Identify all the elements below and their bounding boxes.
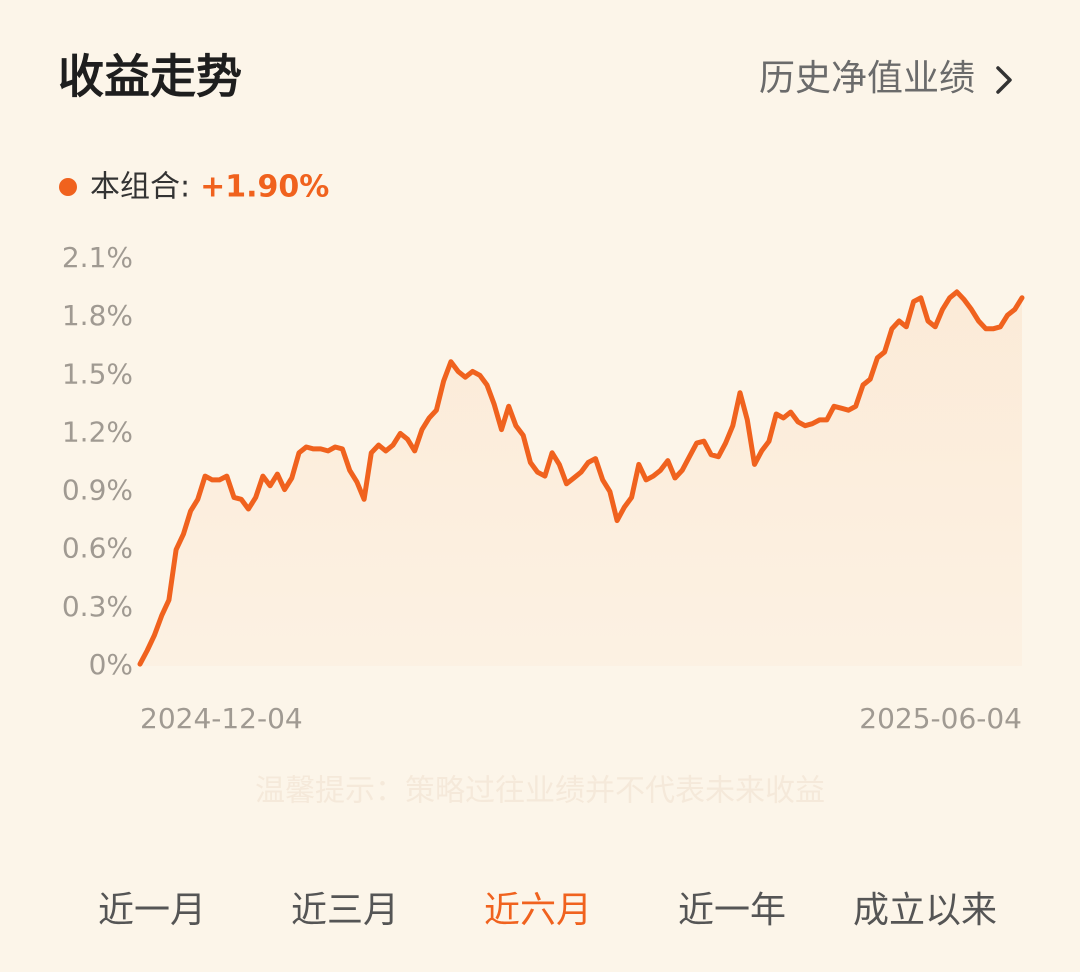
disclaimer: 温馨提示：策略过往业绩并不代表未来收益 (255, 774, 825, 809)
legend-value: +1.90% (200, 170, 329, 205)
x-tick-label: 2025-06-04 (859, 702, 1022, 735)
history-link-text[interactable]: 历史净值业绩 (759, 58, 975, 99)
period-tab[interactable]: 近一年 (678, 890, 786, 931)
y-tick-label: 0.3% (62, 590, 133, 623)
y-tick-label: 1.5% (62, 357, 133, 390)
period-tab[interactable]: 近六月 (484, 890, 592, 931)
period-tab[interactable]: 近三月 (291, 890, 399, 931)
period-tabs: 近一月 近三月 近六月 近一年 成立以来 (98, 890, 997, 931)
y-tick-label: 1.8% (62, 299, 133, 332)
chevron-icon[interactable] (996, 66, 1012, 94)
period-tab[interactable]: 成立以来 (853, 890, 997, 931)
y-tick-label: 1.2% (62, 415, 133, 448)
y-tick-label: 0.6% (62, 532, 133, 565)
line (137, 289, 1025, 667)
section-title: 收益走势 (58, 50, 242, 104)
area (140, 291, 1022, 666)
y-tick-label: 0% (89, 648, 133, 681)
y-tick-label: 2.1% (62, 241, 133, 274)
x-tick-label: 2024-12-04 (140, 702, 303, 735)
y-tick-label: 0.9% (62, 474, 133, 507)
legend-label: 本组合: (90, 170, 190, 205)
period-tab[interactable]: 近一月 (98, 890, 206, 931)
chart: 本组合: +1.90% 0% 0.3% 0.6% 0.9% 1.2% 1.5% 1.8% 2.1%… (59, 170, 1025, 735)
history-link[interactable]: 历史净值业绩 (759, 58, 1012, 99)
legend-dot (59, 178, 77, 196)
